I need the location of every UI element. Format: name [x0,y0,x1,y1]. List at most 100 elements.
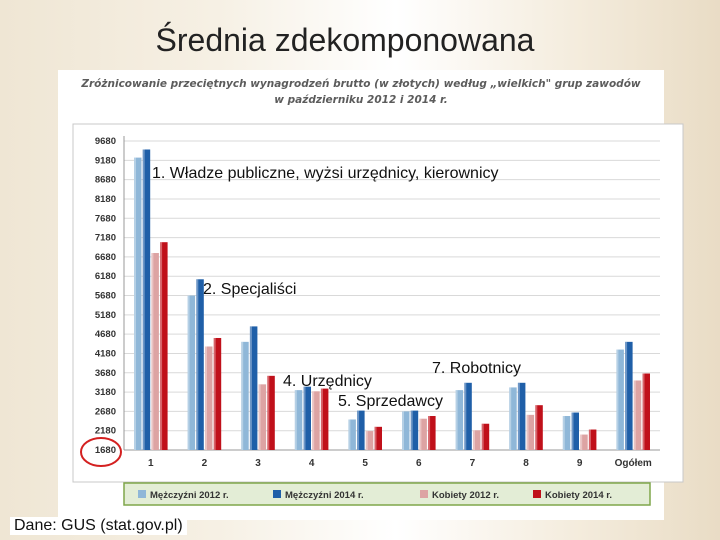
annotation-label: 4. Urzędnicy [283,373,372,390]
bar-highlight [267,375,270,450]
bar-highlight [428,416,431,450]
bar-highlight [258,384,261,450]
y-tick-label: 3180 [95,387,116,398]
bar [455,390,464,450]
bar-highlight [419,418,422,450]
chart-subtitle: w październiku 2012 i 2014 r. [274,94,448,106]
legend-label: Kobiety 2014 r. [545,490,612,501]
bar [142,149,151,450]
bar-highlight [481,423,484,450]
highlight-circle [80,437,122,467]
y-tick-label: 9680 [95,136,116,147]
y-tick-label: 8680 [95,175,116,186]
y-tick-label: 8180 [95,194,116,205]
legend-label: Mężczyźni 2012 r. [150,490,229,501]
bar [419,418,427,450]
bar-highlight [320,388,323,450]
bar [571,412,579,450]
bar-highlight [241,341,244,450]
bar-highlight [249,326,252,450]
bar [258,384,267,450]
bar-highlight [205,346,207,450]
bar-highlight [517,382,520,450]
y-tick-label: 1680 [95,445,116,456]
bar-highlight [642,373,645,450]
bar [205,346,213,450]
bar [213,337,222,450]
bar-highlight [625,341,628,450]
bar-highlight [357,410,360,450]
y-tick-label: 5180 [95,310,116,321]
x-tick-label: 4 [309,458,315,469]
bar-highlight [410,410,413,450]
bar [187,295,196,450]
bar [633,380,642,450]
bar-highlight [509,387,512,450]
bar-highlight [455,390,458,450]
chart-title-line1: Zróżnicowanie przeciętnych wynagrodzeń b… [81,78,641,90]
x-tick-label: 9 [577,458,583,469]
bar-highlight [294,390,297,450]
bar-highlight [535,405,538,450]
x-tick-label: 7 [470,458,476,469]
x-tick-label: 2 [202,458,208,469]
bar-highlight [616,349,619,450]
bar-highlight [588,429,591,450]
bar-highlight [374,426,377,450]
bar [428,416,436,450]
bar [481,423,490,450]
bar-highlight [196,279,199,450]
y-tick-label: 4180 [95,348,116,359]
bar [357,410,365,450]
y-tick-label: 2180 [95,426,116,437]
bar-highlight [571,412,574,450]
bar [160,242,168,450]
bar-highlight [151,253,154,450]
bar-highlight [580,434,583,450]
bar [588,429,597,450]
bar-highlight [562,416,565,450]
bar [312,391,320,450]
annotation-label: 7. Robotnicy [432,360,521,377]
x-tick-label: Ogółem [615,458,652,469]
bar-highlight [160,242,163,450]
x-tick-label: 8 [523,458,529,469]
bar-highlight [348,419,351,450]
legend-swatch [420,490,428,498]
bar-highlight [213,337,216,450]
bar-highlight [526,414,529,450]
bar [365,431,374,450]
bar [402,411,410,450]
bar [616,349,624,450]
bar [134,157,142,450]
bar [535,405,543,450]
y-tick-label: 6180 [95,271,116,282]
y-tick-label: 6680 [95,252,116,263]
bar-highlight [142,149,145,450]
legend-swatch [273,490,281,498]
bar [294,390,303,450]
y-tick-label: 7180 [95,233,116,244]
y-tick-label: 5680 [95,291,116,302]
slide-title: Średnia zdekomponowana [155,22,535,58]
legend-box [123,482,651,506]
y-tick-label: 7680 [95,213,116,224]
bar [580,434,588,450]
bar [562,416,571,450]
legend-label: Mężczyźni 2014 r. [285,490,364,501]
bar-highlight [473,430,475,450]
bar [249,326,258,450]
bar [410,410,419,450]
bar [526,414,535,450]
annotation-label: 5. Sprzedawcy [338,393,443,410]
legend-label: Kobiety 2012 r. [432,490,499,501]
bar [464,382,472,450]
x-tick-label: 6 [416,458,422,469]
plot-frame [72,123,684,483]
bar [241,341,249,450]
bar [267,375,275,450]
legend-swatch [138,490,146,498]
bar [374,426,382,450]
bar [642,373,650,450]
